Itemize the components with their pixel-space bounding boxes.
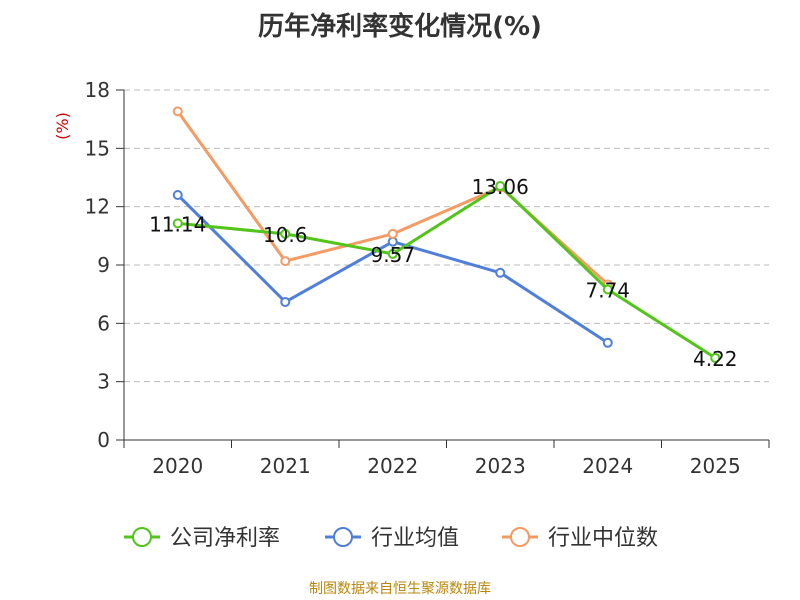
legend-swatch-marker <box>132 527 152 547</box>
data-label: 7.74 <box>585 279 630 303</box>
legend-label: 行业均值 <box>371 526 459 551</box>
y-tick-label: 0 <box>97 428 110 452</box>
x-tick-label: 2020 <box>152 454 203 478</box>
data-point-company <box>710 352 721 363</box>
x-tick-label: 2022 <box>367 454 418 478</box>
series-line-company <box>177 184 717 360</box>
chart-title: 历年净利率变化情况(%) <box>258 12 542 42</box>
x-tick-label: 2021 <box>260 454 311 478</box>
data-point-industry_median <box>280 256 291 267</box>
y-tick-label: 18 <box>85 78 110 102</box>
x-tick-label: 2024 <box>582 454 633 478</box>
data-point-industry_avg <box>172 190 183 200</box>
source-note: 制图数据来自恒生聚源数据库 <box>309 581 491 597</box>
data-point-company <box>280 228 291 239</box>
x-tick-label: 2025 <box>690 454 741 478</box>
y-axis-label: (%) <box>53 112 72 140</box>
data-point-industry_avg <box>495 267 506 278</box>
legend-swatch-marker <box>333 527 353 547</box>
y-tick-label: 12 <box>85 195 110 219</box>
legend-item: 行业均值 <box>325 526 459 551</box>
data-label: 11.14 <box>149 212 206 236</box>
y-tick-label: 15 <box>85 136 110 160</box>
data-point-industry_avg <box>280 296 291 307</box>
legend-swatch-marker <box>510 527 530 547</box>
data-label: 4.22 <box>693 347 738 371</box>
data-point-industry_avg <box>602 337 613 348</box>
legend-item: 公司净利率 <box>124 526 280 551</box>
legend-item: 行业中位数 <box>502 526 658 551</box>
data-point-industry_median <box>172 106 183 117</box>
data-point-company <box>495 181 506 192</box>
data-label: 10.6 <box>263 223 308 247</box>
legend-label: 公司净利率 <box>170 526 280 551</box>
data-point-industry_median <box>387 228 398 239</box>
data-point-company <box>387 248 398 259</box>
x-tick-label: 2023 <box>475 454 526 478</box>
y-tick-label: 3 <box>97 370 110 394</box>
data-point-company <box>602 284 613 295</box>
series-line-industry_avg <box>176 193 609 345</box>
y-tick-label: 9 <box>97 253 110 277</box>
y-tick-label: 6 <box>97 311 110 335</box>
data-point-company <box>172 218 183 229</box>
legend-label: 行业中位数 <box>548 526 658 551</box>
data-label: 13.06 <box>472 175 529 199</box>
data-label: 9.57 <box>370 243 415 267</box>
